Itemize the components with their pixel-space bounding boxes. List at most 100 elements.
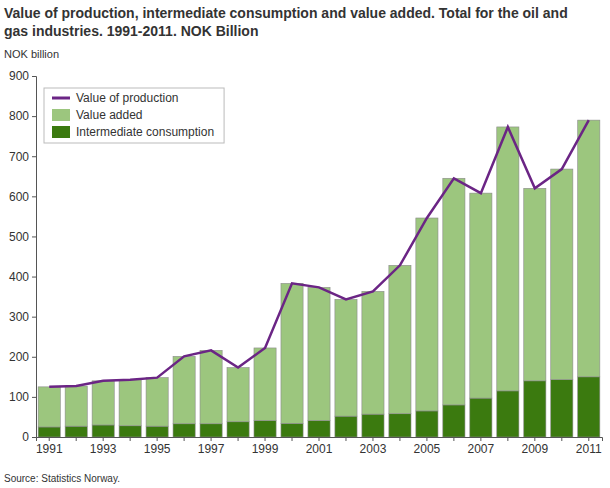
tick — [507, 437, 508, 441]
tick: 500 — [9, 230, 36, 244]
tick-mark — [534, 437, 535, 441]
bar — [308, 287, 330, 420]
tick-mark — [426, 437, 427, 441]
tick: 200 — [9, 350, 36, 364]
tick-mark — [32, 76, 36, 77]
tick: 2005 — [414, 437, 441, 456]
tick-mark — [157, 437, 158, 441]
bar — [119, 380, 141, 426]
bar — [335, 299, 357, 416]
tick: 2011 — [576, 437, 602, 456]
tick — [399, 437, 400, 441]
tick-mark — [238, 437, 239, 441]
tick — [292, 437, 293, 441]
bar — [524, 381, 546, 437]
bar — [551, 169, 573, 380]
tick-label: 2005 — [414, 442, 441, 456]
bar — [200, 350, 222, 423]
legend-symbol — [52, 126, 70, 138]
tick-label: 1999 — [252, 442, 279, 456]
tick-mark — [32, 116, 36, 117]
bar — [227, 422, 249, 437]
bar — [65, 386, 87, 426]
tick-label: 800 — [9, 109, 29, 123]
tick-mark — [319, 437, 320, 441]
bar — [281, 423, 303, 437]
tick-label: 2009 — [521, 442, 548, 456]
tick-mark — [32, 317, 36, 318]
tick-mark — [453, 437, 454, 441]
bar — [443, 405, 465, 437]
tick: 400 — [9, 270, 36, 284]
bar — [38, 387, 60, 427]
legend-box — [44, 88, 224, 143]
tick — [345, 437, 346, 441]
bar — [227, 368, 249, 422]
bar-series — [38, 120, 600, 427]
bar — [497, 127, 519, 391]
tick-mark — [103, 437, 104, 441]
legend-symbol — [52, 109, 70, 121]
tick: 700 — [9, 150, 36, 164]
x-axis: 1991199319951997199920012003200520072009… — [36, 437, 603, 456]
bar — [335, 416, 357, 437]
tick: 900 — [9, 69, 36, 83]
tick-label: 2011 — [576, 442, 602, 456]
bar — [200, 424, 222, 437]
legend-label: Value of production — [76, 91, 179, 105]
y-axis-title: NOK billion — [4, 48, 59, 60]
tick-mark — [32, 397, 36, 398]
bar — [254, 421, 276, 437]
y-axis: 0100200300400500600700800900 — [9, 69, 37, 444]
bar — [578, 120, 600, 377]
title: Value of production, intermediate consum… — [4, 5, 568, 39]
tick: 100 — [9, 390, 36, 404]
tick: 1999 — [252, 437, 279, 456]
tick-label: 300 — [9, 310, 29, 324]
source: Source: Statistics Norway. — [4, 473, 120, 484]
bar — [389, 265, 411, 413]
legend-label: Intermediate consumption — [76, 125, 214, 139]
bar — [254, 348, 276, 421]
tick-mark — [292, 437, 293, 441]
bar — [92, 381, 114, 425]
axis-line — [37, 438, 603, 442]
legend-label: Value added — [76, 108, 143, 122]
tick-label: 1991 — [36, 442, 63, 456]
tick-label: 600 — [9, 190, 29, 204]
tick: 2007 — [468, 437, 495, 456]
tick-mark — [184, 437, 185, 441]
tick-mark — [211, 437, 212, 441]
tick — [130, 437, 131, 441]
tick: 1991 — [36, 437, 63, 456]
tick-label: 1997 — [198, 442, 225, 456]
legend-symbol — [52, 97, 70, 100]
tick-label: 500 — [9, 230, 29, 244]
tick-label: 2001 — [306, 442, 333, 456]
bar — [38, 427, 60, 437]
plot-area — [38, 120, 600, 437]
tick-label: 700 — [9, 150, 29, 164]
tick: 1993 — [90, 437, 117, 456]
tick: 1995 — [144, 437, 171, 456]
tick: 2009 — [521, 437, 548, 456]
tick-label: 2007 — [468, 442, 495, 456]
legend: Value of production Value added Intermedia… — [44, 88, 224, 143]
bar — [497, 391, 519, 437]
tick-mark — [32, 277, 36, 278]
bar — [146, 378, 168, 427]
tick: 2001 — [306, 437, 333, 456]
bar — [470, 398, 492, 437]
bar — [173, 356, 195, 423]
tick-label: 100 — [9, 390, 29, 404]
bar — [443, 178, 465, 405]
tick-mark — [49, 437, 50, 441]
bar — [92, 425, 114, 437]
bar — [524, 188, 546, 381]
bar — [362, 414, 384, 437]
tick: 300 — [9, 310, 36, 324]
tick-mark — [399, 437, 400, 441]
tick — [238, 437, 239, 441]
tick-label: 400 — [9, 270, 29, 284]
tick: 600 — [9, 190, 36, 204]
